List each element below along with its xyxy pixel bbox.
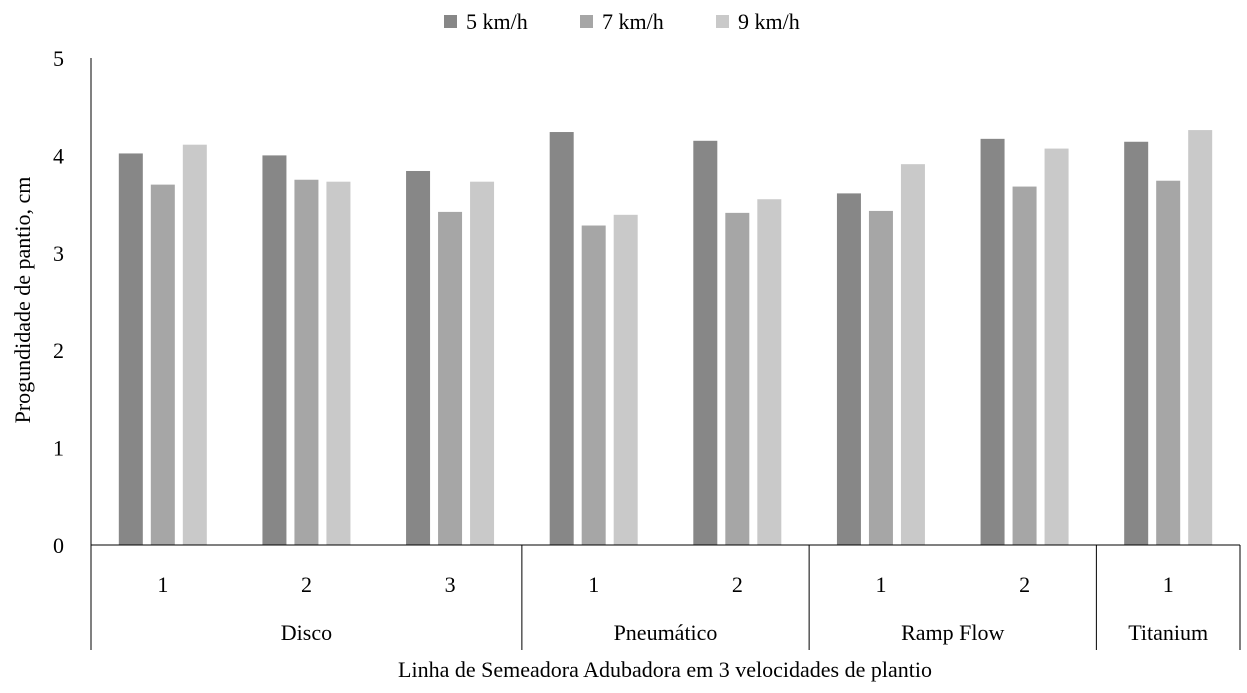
- y-axis-title: Progundidade de pantio, cm: [10, 177, 35, 424]
- bar: [613, 214, 638, 545]
- bar: [470, 181, 495, 545]
- bar: [693, 140, 718, 546]
- y-tick-label: 3: [53, 241, 64, 266]
- x-category-label: 2: [732, 572, 743, 597]
- bar: [182, 144, 207, 545]
- bar: [725, 212, 750, 545]
- bar: [1124, 141, 1149, 545]
- y-tick-label: 2: [53, 338, 64, 363]
- legend-label: 5 km/h: [466, 9, 528, 34]
- bar: [549, 132, 574, 546]
- x-category-label: 1: [1163, 572, 1174, 597]
- x-category-label: 1: [157, 572, 168, 597]
- y-axis-ticks: 0 1 2 3 4 5: [53, 46, 64, 558]
- bar: [262, 155, 287, 545]
- x-group-label: Titanium: [1128, 620, 1208, 645]
- bar: [836, 193, 861, 546]
- bar: [757, 199, 782, 546]
- x-category-label: 1: [588, 572, 599, 597]
- bar: [1156, 180, 1181, 545]
- bar: [406, 170, 431, 545]
- bar-series: [118, 130, 1213, 546]
- x-group-label: Ramp Flow: [901, 620, 1004, 645]
- y-tick-label: 0: [53, 533, 64, 558]
- x-category-label: 2: [1019, 572, 1030, 597]
- bar: [438, 211, 463, 545]
- x-category-label: 1: [875, 572, 886, 597]
- y-tick-label: 4: [53, 143, 64, 168]
- bar: [326, 181, 351, 545]
- bar: [581, 225, 606, 545]
- bar: [118, 153, 143, 545]
- legend-label: 7 km/h: [602, 9, 664, 34]
- x-axis-title: Linha de Semeadora Adubadora em 3 veloci…: [398, 657, 932, 682]
- x-category-label: 3: [445, 572, 456, 597]
- legend-swatch: [444, 15, 457, 28]
- legend-swatch: [716, 15, 729, 28]
- x-group-label: Disco: [281, 620, 332, 645]
- x-axis-labels: 1 2 3 1 2 1 2 1 Disco Pneumático Ramp Flow Titanium: [157, 572, 1208, 645]
- bar: [900, 164, 925, 545]
- legend-label: 9 km/h: [738, 9, 800, 34]
- bar: [980, 138, 1005, 546]
- bar: [868, 210, 893, 545]
- bar: [294, 179, 319, 545]
- y-tick-label: 5: [53, 46, 64, 71]
- bar: [1012, 186, 1037, 545]
- bar: [1188, 130, 1213, 546]
- bar: [1044, 148, 1069, 545]
- legend-swatch: [580, 15, 593, 28]
- legend: 5 km/h 7 km/h 9 km/h: [444, 9, 800, 34]
- x-group-label: Pneumático: [614, 620, 718, 645]
- axes: [90, 58, 1241, 650]
- y-tick-label: 1: [53, 436, 64, 461]
- x-category-label: 2: [301, 572, 312, 597]
- bar: [150, 184, 175, 545]
